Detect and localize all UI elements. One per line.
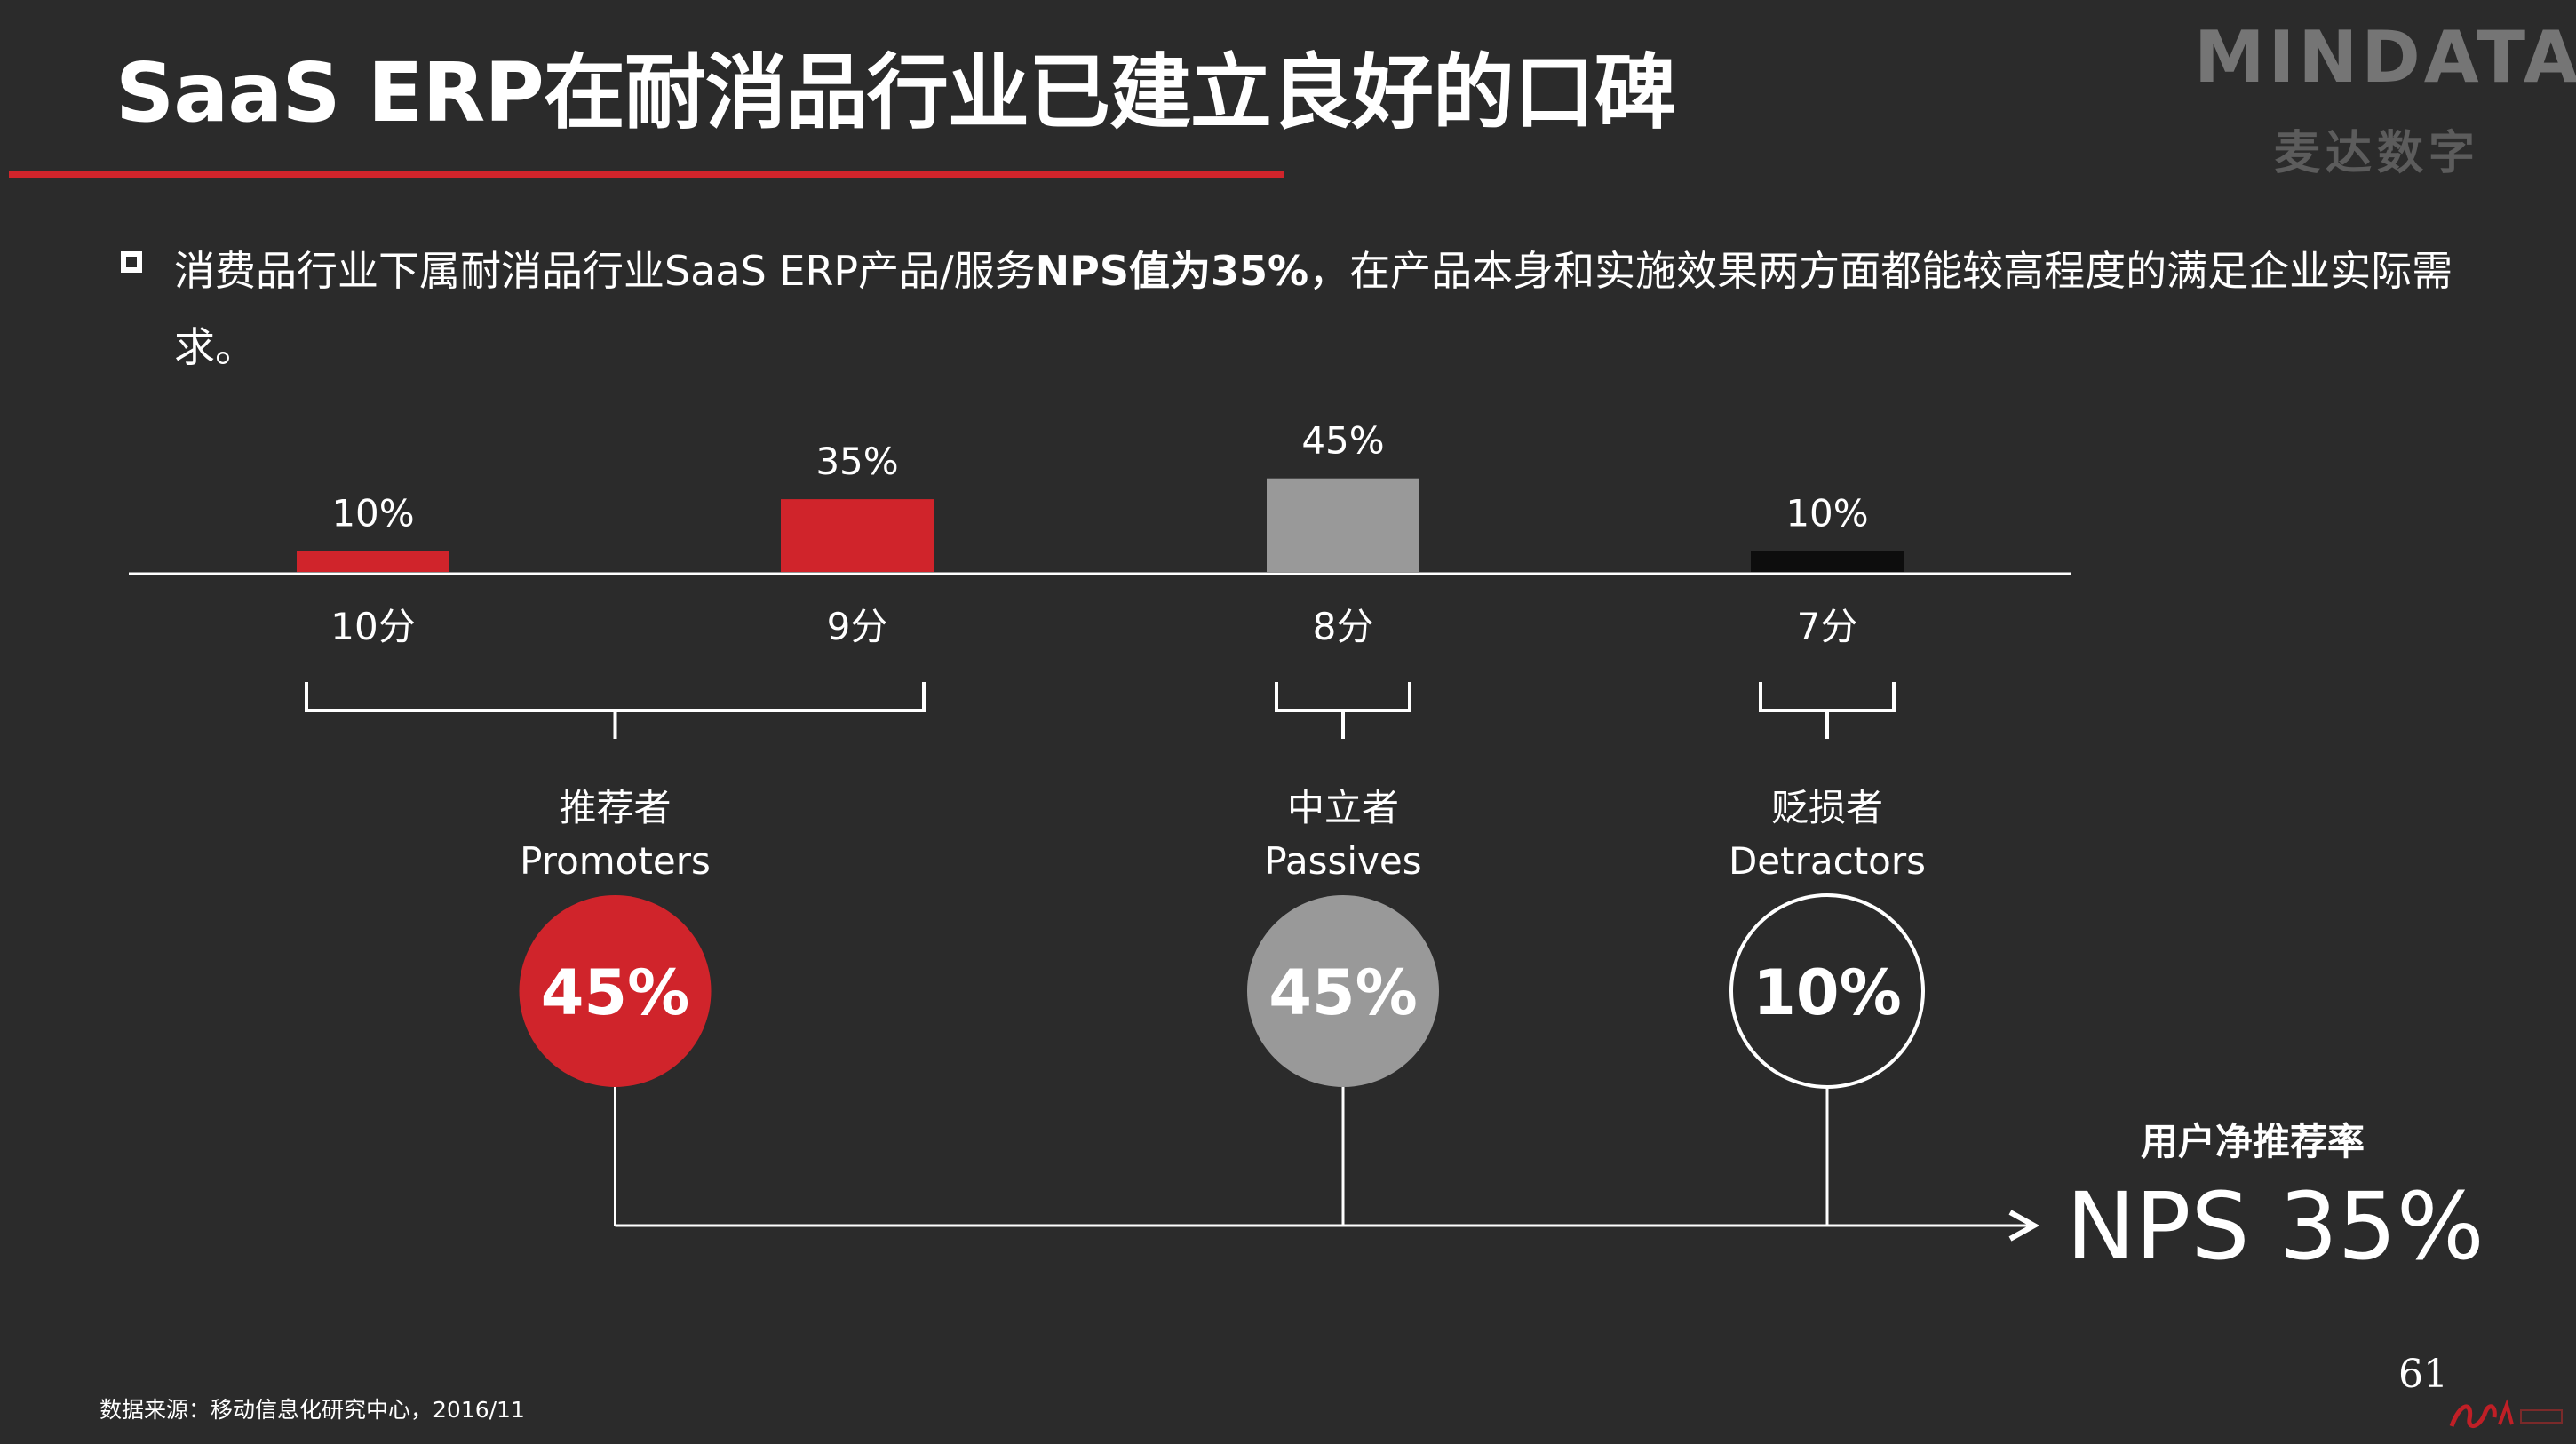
square-bullet-icon: [121, 251, 142, 273]
category-label-0: 10分: [330, 605, 415, 648]
nps-value: NPS 35%: [2066, 1172, 2485, 1281]
title-underline: [9, 171, 1284, 178]
group-share-label-2: 10%: [1753, 956, 1902, 1029]
category-label-3: 7分: [1797, 605, 1858, 648]
group-bracket-1: [1275, 682, 1411, 739]
bar-value-label-1: 35%: [815, 440, 898, 483]
group-bracket-0: [305, 682, 926, 739]
group-name-cn-1: 中立者: [1287, 786, 1399, 829]
data-source-note: 数据来源：移动信息化研究中心，2016/11: [99, 1397, 525, 1423]
group-name-en-1: Passives: [1264, 839, 1421, 883]
slide-title: SaaS ERP在耐消品行业已建立良好的口碑: [115, 45, 1676, 140]
bar-2: [1267, 478, 1419, 572]
summary-bullet: 消费品行业下属耐消品行业SaaS ERP产品/服务NPS值为35%，在产品本身和…: [174, 233, 2475, 385]
group-bracket-2: [1759, 682, 1896, 739]
bars-layer: 10% 10分 35% 9分 45% 8分 10% 7分: [297, 419, 1904, 648]
connectors-layer: [614, 1087, 2040, 1242]
group-name-en-2: Detractors: [1729, 839, 1926, 883]
mindata-logo-subtitle: 麦达数字: [2274, 127, 2481, 180]
bar-value-label-2: 45%: [1301, 419, 1384, 463]
mindata-logo: MINDATA: [2194, 16, 2576, 99]
bar-3: [1751, 551, 1904, 572]
bar-value-label-3: 10%: [1785, 492, 1868, 536]
group-name-cn-2: 贬损者: [1771, 786, 1883, 829]
summary-highlight: NPS值为35%: [1035, 247, 1309, 295]
summary-suffix: ，在产品本身和实施效果两方面都能较高程度的满足企业实际需求。: [174, 247, 2453, 371]
bar-0: [297, 551, 449, 572]
page-number: 61: [2398, 1352, 2448, 1397]
group-name-cn-0: 推荐者: [559, 786, 671, 829]
category-label-2: 8分: [1313, 605, 1374, 648]
bar-1: [781, 499, 934, 572]
groups-layer: 推荐者 Promoters 45% 中立者 Passives 45% 贬损者 Detracto…: [305, 682, 1926, 1089]
summary-prefix: 消费品行业下属耐消品行业SaaS ERP产品/服务: [174, 247, 1036, 295]
group-share-circle-0: [519, 895, 712, 1087]
nps-label: 用户净推荐率: [2141, 1120, 2365, 1163]
footer-watermark-icon: [2449, 1399, 2563, 1428]
category-label-1: 9分: [827, 605, 888, 648]
bar-value-label-0: 10%: [331, 492, 414, 536]
group-share-label-1: 45%: [1268, 956, 1418, 1029]
group-share-circle-1: [1247, 895, 1439, 1087]
group-name-en-0: Promoters: [520, 839, 711, 883]
group-share-label-0: 45%: [541, 956, 690, 1029]
